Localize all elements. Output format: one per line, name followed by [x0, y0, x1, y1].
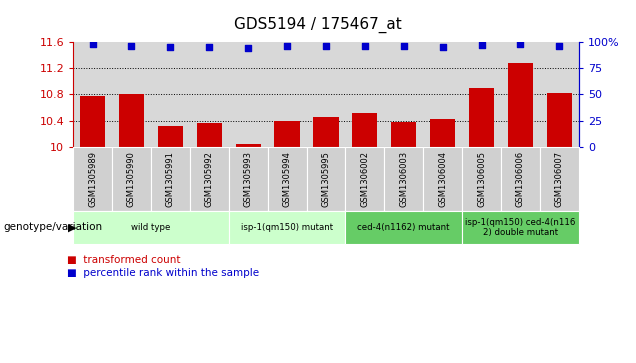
Text: GSM1305993: GSM1305993: [244, 151, 252, 207]
Bar: [508, 64, 533, 147]
Text: GSM1306002: GSM1306002: [361, 151, 370, 207]
Text: wild type: wild type: [131, 223, 170, 232]
Bar: [430, 119, 455, 147]
Point: [282, 43, 292, 49]
Point: [127, 43, 137, 49]
Point: [438, 44, 448, 50]
Bar: [469, 88, 494, 147]
Text: ▶: ▶: [68, 222, 76, 232]
Bar: [197, 123, 222, 147]
Bar: [235, 144, 261, 147]
Bar: [352, 113, 378, 147]
Text: ■  percentile rank within the sample: ■ percentile rank within the sample: [67, 268, 259, 278]
Bar: [547, 93, 572, 147]
Text: GSM1305991: GSM1305991: [166, 151, 175, 207]
Point: [204, 44, 214, 50]
Text: GDS5194 / 175467_at: GDS5194 / 175467_at: [234, 16, 402, 33]
Text: GSM1306005: GSM1306005: [477, 151, 486, 207]
Point: [243, 45, 253, 51]
Bar: [158, 126, 183, 147]
Text: GSM1305995: GSM1305995: [321, 151, 331, 207]
Text: ■  transformed count: ■ transformed count: [67, 255, 180, 265]
Point: [88, 41, 98, 47]
Text: GSM1306007: GSM1306007: [555, 151, 563, 207]
Text: genotype/variation: genotype/variation: [3, 222, 102, 232]
Text: isp-1(qm150) ced-4(n116
2) double mutant: isp-1(qm150) ced-4(n116 2) double mutant: [465, 217, 576, 237]
Point: [476, 42, 487, 48]
Bar: [119, 94, 144, 147]
Text: ced-4(n1162) mutant: ced-4(n1162) mutant: [357, 223, 450, 232]
Text: GSM1306003: GSM1306003: [399, 151, 408, 207]
Point: [165, 44, 176, 50]
Text: GSM1305992: GSM1305992: [205, 151, 214, 207]
Point: [321, 43, 331, 49]
Bar: [274, 121, 300, 147]
Text: isp-1(qm150) mutant: isp-1(qm150) mutant: [241, 223, 333, 232]
Bar: [80, 96, 105, 147]
Text: GSM1306006: GSM1306006: [516, 151, 525, 207]
Point: [399, 43, 409, 49]
Text: GSM1305989: GSM1305989: [88, 151, 97, 207]
Text: GSM1306004: GSM1306004: [438, 151, 447, 207]
Bar: [391, 122, 417, 147]
Point: [360, 43, 370, 49]
Point: [515, 41, 525, 47]
Bar: [314, 117, 338, 147]
Text: GSM1305990: GSM1305990: [127, 151, 136, 207]
Point: [554, 43, 564, 49]
Text: GSM1305994: GSM1305994: [282, 151, 291, 207]
